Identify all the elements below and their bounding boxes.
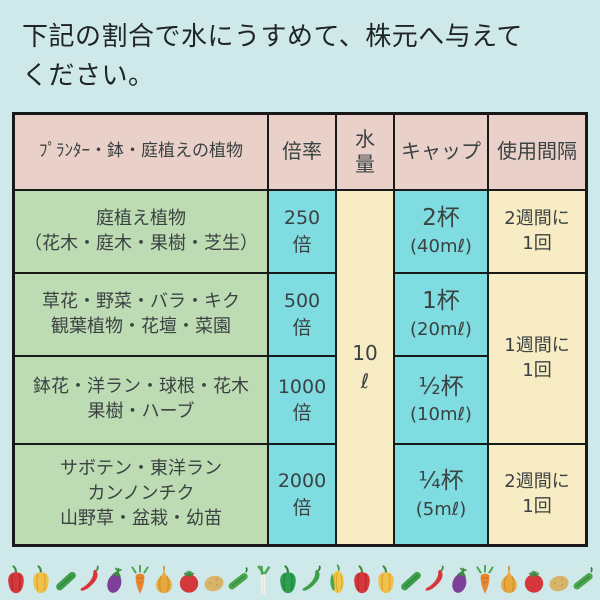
table-row-2-cap: 1杯 (20mℓ) bbox=[395, 274, 487, 355]
red-bell-pepper-icon bbox=[350, 561, 374, 598]
table-row-1-plants: 庭植え植物 （花木・庭木・果樹・芝生） bbox=[15, 191, 267, 272]
table-row-1-interval: 2週間に 1回 bbox=[489, 191, 585, 272]
table-row-3-ratio: 1000 倍 bbox=[269, 357, 335, 443]
red-chili-icon bbox=[78, 561, 102, 598]
red-chili-icon bbox=[423, 561, 447, 598]
pea-icon bbox=[226, 561, 250, 598]
page-title-line1: 下記の割合で水にうすめて、株元へ与えて bbox=[22, 22, 523, 52]
water-amount-cell: 10 ℓ bbox=[337, 191, 393, 544]
column-header-cap: キャップ bbox=[395, 115, 487, 189]
cucumber-icon bbox=[399, 561, 423, 598]
table-row-1-cap: 2杯 (40mℓ) bbox=[395, 191, 487, 272]
yellow-bell-pepper-icon bbox=[29, 561, 53, 598]
onion-icon bbox=[152, 561, 176, 598]
green-chili-icon bbox=[300, 561, 324, 598]
column-header-plants: ﾌﾟﾗﾝﾀｰ・鉢・庭植えの植物 bbox=[15, 115, 267, 189]
green-onion-icon bbox=[251, 561, 275, 598]
table-row-2-ratio: 500 倍 bbox=[269, 274, 335, 355]
table-row-2-plants: 草花・野菜・バラ・キク 観葉植物・花壇・菜園 bbox=[15, 274, 267, 355]
table-row-4-interval: 2週間に 1回 bbox=[489, 445, 585, 544]
table-row-4-plants: サボテン・東洋ラン カンノンチク 山野草・盆栽・幼苗 bbox=[15, 445, 267, 544]
carrot-icon bbox=[473, 561, 497, 598]
tomato-icon bbox=[522, 561, 546, 598]
table-row-3-plants: 鉢花・洋ラン・球根・花木 果樹・ハーブ bbox=[15, 357, 267, 443]
table-row-4-ratio: 2000 倍 bbox=[269, 445, 335, 544]
table-row-3-cap: ½杯 (10mℓ) bbox=[395, 357, 487, 443]
page-title: 下記の割合で水にうすめて、株元へ与えて ください。 bbox=[22, 18, 582, 96]
carrot-icon bbox=[128, 561, 152, 598]
water-amount-value: 10 bbox=[352, 340, 378, 365]
tomato-icon bbox=[177, 561, 201, 598]
eggplant-icon bbox=[103, 561, 127, 598]
water-amount-unit: ℓ bbox=[360, 368, 370, 393]
column-header-plants-label: ﾌﾟﾗﾝﾀｰ・鉢・庭植えの植物 bbox=[39, 141, 243, 162]
column-header-cap-label: キャップ bbox=[401, 139, 481, 164]
yellow-bell-pepper-icon bbox=[374, 561, 398, 598]
vegetable-strip bbox=[0, 558, 600, 598]
potato-icon bbox=[547, 561, 571, 598]
table-row-2-3-interval-merged: 1週間に 1回 bbox=[489, 274, 585, 443]
eggplant-icon bbox=[448, 561, 472, 598]
potato-icon bbox=[202, 561, 226, 598]
column-header-ratio: 倍率 bbox=[269, 115, 335, 189]
red-bell-pepper-icon bbox=[4, 561, 28, 598]
table-row-1-ratio: 250 倍 bbox=[269, 191, 335, 272]
dilution-table: ﾌﾟﾗﾝﾀｰ・鉢・庭植えの植物 倍率 水量 キャップ 使用間隔 庭植え植物 （花… bbox=[12, 112, 588, 547]
green-bell-pepper-icon bbox=[276, 561, 300, 598]
corn-icon bbox=[325, 561, 349, 598]
page-title-line2: ください。 bbox=[22, 61, 155, 91]
cucumber-icon bbox=[54, 561, 78, 598]
column-header-ratio-label: 倍率 bbox=[282, 139, 322, 164]
onion-icon bbox=[497, 561, 521, 598]
table-row-4-cap: ¼杯 (5mℓ) bbox=[395, 445, 487, 544]
column-header-interval-label: 使用間隔 bbox=[497, 139, 577, 164]
column-header-water: 水量 bbox=[337, 115, 393, 189]
column-header-water-label: 水量 bbox=[355, 127, 375, 176]
pea-icon bbox=[571, 561, 595, 598]
column-header-interval: 使用間隔 bbox=[489, 115, 585, 189]
